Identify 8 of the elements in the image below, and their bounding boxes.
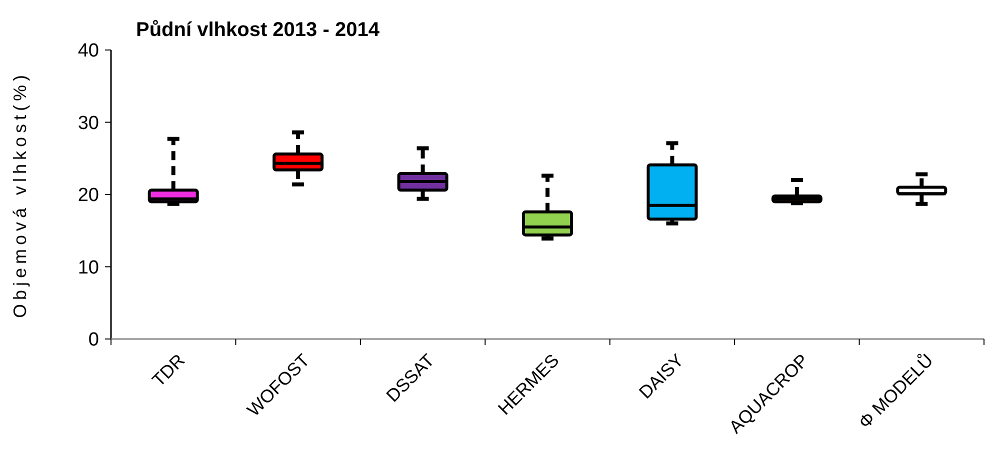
- y-tick-label: 40: [78, 40, 99, 62]
- y-tick-label: 30: [78, 112, 99, 134]
- y-tick-label: 20: [78, 185, 99, 206]
- y-axis-title: Objemová vlhkost(%): [10, 70, 30, 318]
- y-tick-label: 10: [78, 257, 99, 278]
- y-tick-label: 0: [88, 330, 99, 351]
- x-tick-label: TDR: [148, 350, 189, 390]
- chart-title: Půdní vlhkost 2013 - 2014: [136, 19, 380, 41]
